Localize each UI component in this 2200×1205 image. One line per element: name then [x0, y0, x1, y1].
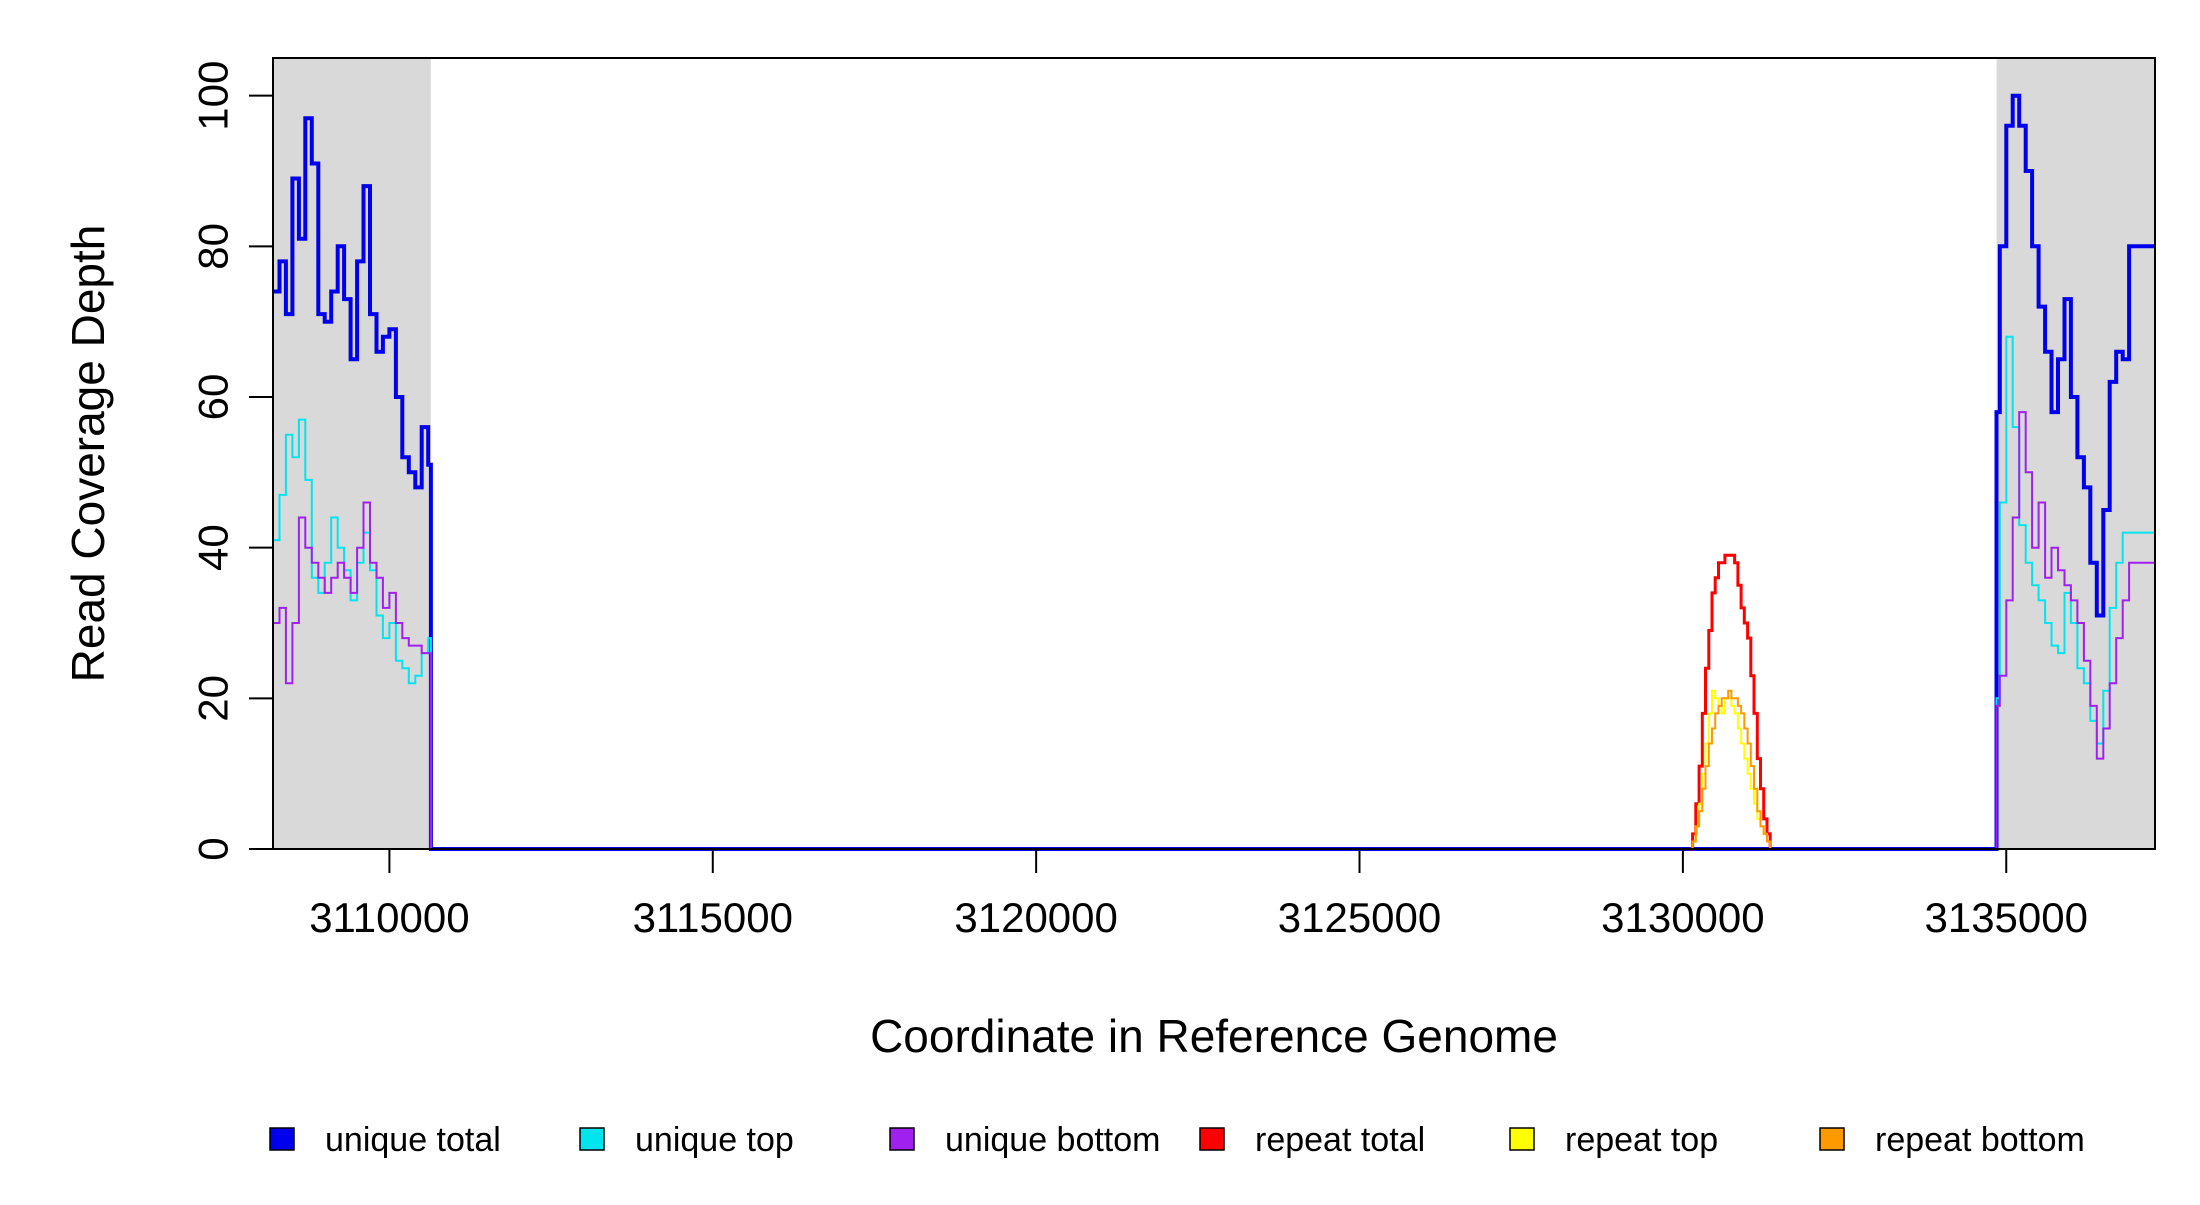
legend-label: unique total [325, 1121, 501, 1159]
y-tick-label: 40 [190, 524, 237, 571]
legend-label: repeat total [1255, 1121, 1425, 1159]
y-tick-label: 100 [190, 61, 237, 131]
legend-label: unique bottom [945, 1121, 1161, 1159]
plot-frame [272, 57, 2156, 850]
series-line-unique-total [273, 93, 2155, 851]
legend-swatch [269, 1127, 295, 1151]
legend-swatch [1509, 1127, 1535, 1151]
y-axis-title: Read Coverage Depth [62, 225, 114, 683]
y-tick-label: 20 [190, 675, 237, 722]
x-tick-label: 3120000 [954, 894, 1118, 941]
x-tick-label: 3125000 [1278, 894, 1442, 941]
legend-swatch [579, 1127, 605, 1151]
series-line-repeat-total [1689, 553, 1772, 851]
x-axis-title: Coordinate in Reference Genome [870, 1010, 1558, 1062]
x-tick-label: 3115000 [633, 894, 793, 941]
legend: unique total unique top unique bottom repea… [269, 1121, 2085, 1159]
legend-swatch [1199, 1127, 1225, 1151]
series-lines [273, 93, 2155, 851]
legend-label: repeat top [1565, 1121, 1718, 1159]
series-line-unique-bottom [273, 411, 2155, 850]
y-tick-label: 80 [190, 223, 237, 270]
legend-swatch [889, 1127, 915, 1151]
series-line-repeat-bottom [1689, 689, 1772, 850]
y-tick-label: 60 [190, 374, 237, 421]
y-tick-label: 0 [190, 837, 237, 860]
shaded-regions [273, 58, 2155, 849]
x-tick-label: 3130000 [1601, 894, 1765, 941]
x-tick-label: 3135000 [1924, 894, 2088, 941]
legend-label: repeat bottom [1875, 1121, 2085, 1159]
series-line-repeat-top [1689, 689, 1772, 850]
legend-swatch [1819, 1127, 1845, 1151]
series-line-unique-top [273, 335, 2155, 850]
y-axis: 0 20 40 60 80 100 [190, 61, 274, 861]
x-axis: 3110000 3115000 3120000 3125000 3130000 31350… [309, 848, 2088, 941]
x-tick-label: 3110000 [309, 894, 469, 941]
legend-label: unique top [635, 1121, 794, 1159]
